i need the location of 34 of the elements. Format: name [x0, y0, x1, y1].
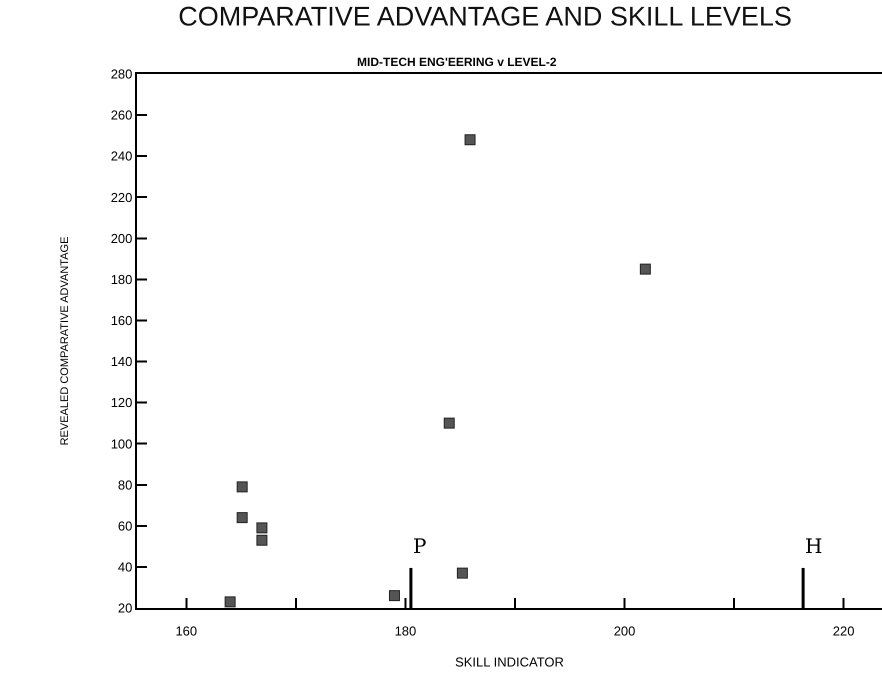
- y-tick-label: 200: [110, 230, 132, 246]
- point: [444, 418, 455, 429]
- chart-title: COMPARATIVE ADVANTAGE AND SKILL LEVELS: [178, 2, 792, 32]
- x-tick-label: 160: [175, 624, 198, 639]
- y-tick-label: 120: [110, 395, 132, 410]
- y-tick-label: 220: [110, 190, 132, 205]
- point: [224, 596, 236, 608]
- point: [640, 264, 651, 275]
- point: [388, 590, 400, 602]
- y-tick-label: 160: [110, 313, 132, 328]
- point: [256, 534, 268, 546]
- y-tick-label: 240: [110, 148, 132, 164]
- x-tick-label: 220: [832, 624, 854, 639]
- y-tick-label: 180: [110, 272, 132, 287]
- y-tick-label: 140: [110, 354, 132, 370]
- y-tick-label: 80: [118, 477, 132, 492]
- y-tick-label: 60: [118, 518, 132, 534]
- point: [464, 134, 476, 146]
- y-axis-title: REVEALED COMPARATIVE ADVANTAGE: [58, 236, 71, 446]
- chart-subtitle: MID-TECH ENG'EERING v LEVEL-2: [357, 55, 557, 69]
- y-tick-label: 20: [118, 600, 132, 616]
- y-tick-label: 280: [110, 66, 132, 82]
- y-tick-label: 100: [110, 436, 132, 452]
- point: [256, 522, 268, 534]
- point: [236, 481, 248, 492]
- y-tick-label: 40: [118, 559, 132, 574]
- x-tick-label: 180: [394, 624, 416, 639]
- point: [236, 512, 248, 524]
- ref-line-label: P: [413, 534, 426, 558]
- x-tick-label: 200: [614, 624, 636, 639]
- ref-line-label: H: [805, 534, 822, 558]
- y-tick-label: 260: [110, 108, 132, 123]
- point: [456, 568, 468, 579]
- x-axis-title: SKILL INDICATOR: [455, 654, 564, 670]
